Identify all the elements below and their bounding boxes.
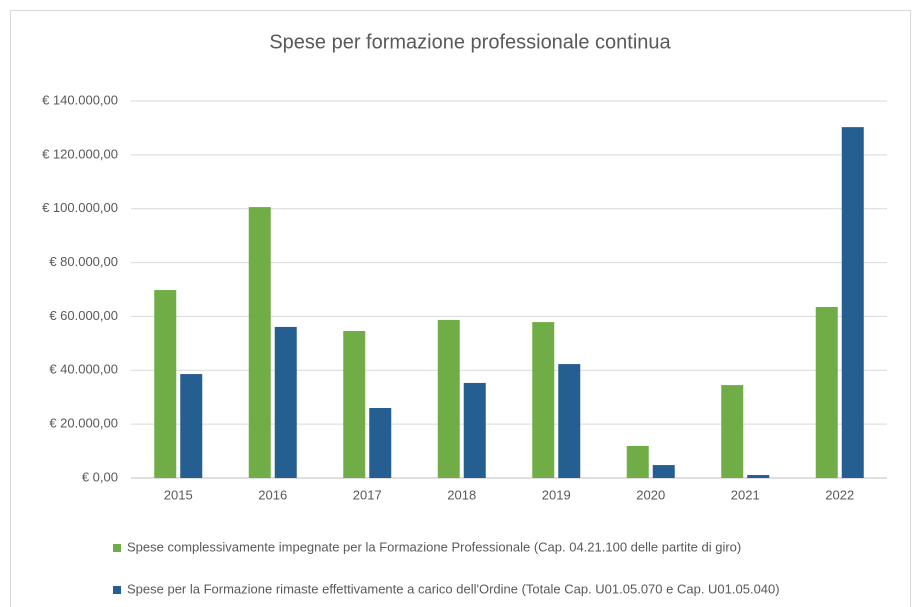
bar: [532, 322, 555, 478]
bar: [437, 319, 460, 478]
y-tick-label: € 120.000,00: [42, 146, 118, 161]
bar: [274, 326, 297, 478]
y-tick-label: € 60.000,00: [49, 308, 118, 323]
x-tick-label: 2022: [825, 487, 854, 502]
x-tick-label: 2018: [447, 487, 476, 502]
bar: [558, 364, 581, 478]
legend-label: Spese per la Formazione rimaste effettiv…: [127, 581, 780, 596]
bar: [463, 382, 486, 478]
bar: [343, 330, 366, 478]
bar: [747, 475, 770, 478]
x-tick-label: 2021: [731, 487, 760, 502]
bar: [626, 445, 649, 478]
bar: [248, 207, 271, 478]
x-tick-label: 2017: [353, 487, 382, 502]
bar: [652, 465, 675, 478]
y-tick-label: € 20.000,00: [49, 416, 118, 431]
bar: [180, 374, 203, 478]
x-tick-label: 2019: [542, 487, 571, 502]
y-tick-label: € 100.000,00: [42, 200, 118, 215]
bar: [369, 407, 392, 478]
chart-border: [10, 10, 911, 607]
legend-label: Spese complessivamente impegnate per la …: [127, 539, 741, 554]
bar: [721, 385, 744, 478]
x-tick-label: 2020: [636, 487, 665, 502]
legend-swatch: [113, 586, 121, 594]
bar: [154, 290, 177, 478]
legend-swatch: [113, 544, 121, 552]
y-tick-label: € 0,00: [82, 469, 118, 484]
y-tick-label: € 80.000,00: [49, 254, 118, 269]
x-tick-label: 2016: [258, 487, 287, 502]
bar: [841, 127, 864, 478]
y-tick-label: € 140.000,00: [42, 92, 118, 107]
x-tick-label: 2015: [164, 487, 193, 502]
y-tick-label: € 40.000,00: [49, 362, 118, 377]
bar: [815, 307, 838, 478]
chart-title: Spese per formazione professionale conti…: [269, 31, 671, 53]
